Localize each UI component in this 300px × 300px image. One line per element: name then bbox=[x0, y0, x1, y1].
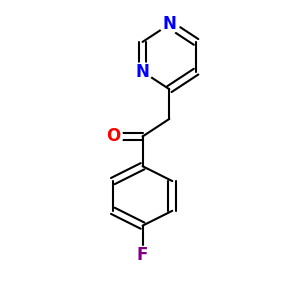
Circle shape bbox=[103, 128, 123, 146]
Circle shape bbox=[159, 15, 179, 33]
Text: N: N bbox=[136, 63, 149, 81]
Text: F: F bbox=[137, 246, 148, 264]
Circle shape bbox=[133, 246, 152, 264]
Text: N: N bbox=[162, 15, 176, 33]
Circle shape bbox=[133, 63, 152, 81]
Text: O: O bbox=[106, 128, 120, 146]
